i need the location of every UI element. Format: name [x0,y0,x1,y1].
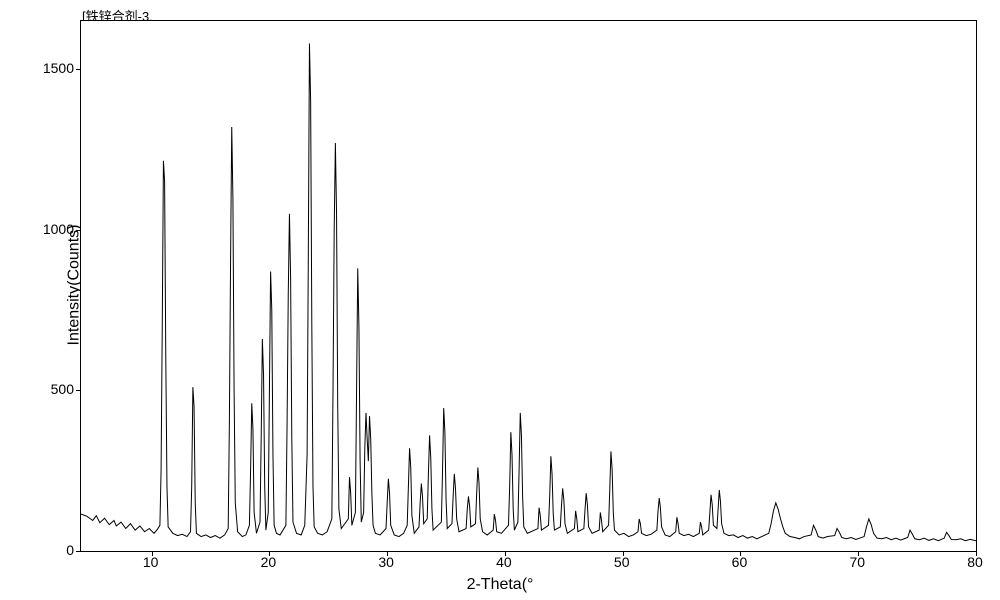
x-tick-label: 40 [496,554,512,570]
x-tick-label: 80 [967,554,983,570]
xrd-line-plot [81,21,976,551]
y-tick [76,390,81,391]
xrd-chart: [铁锌合剂-3. Intensity(Counts) 2-Theta(° 050… [0,0,1000,600]
x-tick-label: 60 [732,554,748,570]
y-tick [76,230,81,231]
y-tick-label: 1500 [43,60,74,76]
x-tick-label: 20 [261,554,277,570]
y-tick [76,69,81,70]
y-tick-label: 0 [66,542,74,558]
x-tick-label: 70 [849,554,865,570]
y-tick-label: 1000 [43,221,74,237]
x-tick-label: 50 [614,554,630,570]
x-tick-label: 10 [143,554,159,570]
y-tick [76,551,81,552]
plot-area [80,20,977,552]
x-axis-label: 2-Theta(° [467,576,534,594]
y-tick-label: 500 [51,381,74,397]
x-tick-label: 30 [378,554,394,570]
